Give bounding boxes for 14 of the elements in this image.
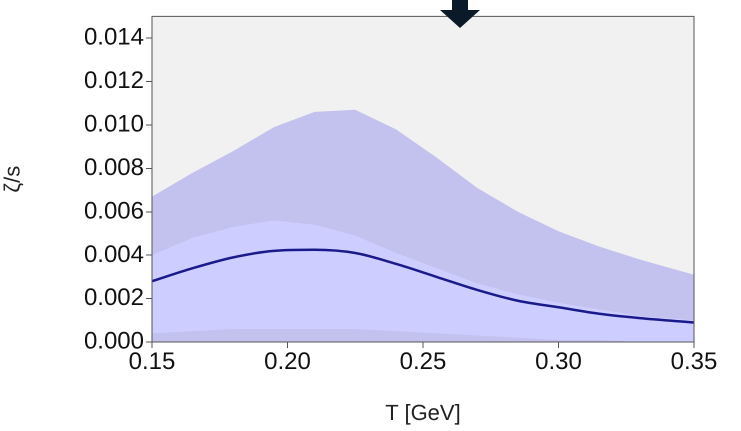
- x-tick-label: 0.25: [400, 348, 446, 376]
- y-tick-label: 0.008: [84, 154, 144, 181]
- y-tick-label: 0.006: [84, 197, 144, 224]
- y-tick-label: 0.012: [84, 67, 144, 94]
- y-tick-label: 0.014: [84, 24, 144, 51]
- y-axis-title: ζ/s: [0, 166, 24, 193]
- y-tick-label: 0.010: [84, 110, 144, 138]
- x-tick-label: 0.35: [670, 348, 718, 376]
- line-series: [152, 248, 694, 324]
- x-tick-label: 0.20: [264, 348, 311, 376]
- y-tick-label: 0.002: [84, 284, 144, 312]
- x-tick-label: 0.30: [535, 348, 582, 376]
- x-axis-title: T [GeV]: [385, 400, 461, 425]
- y-tick-label: 0.004: [84, 240, 144, 268]
